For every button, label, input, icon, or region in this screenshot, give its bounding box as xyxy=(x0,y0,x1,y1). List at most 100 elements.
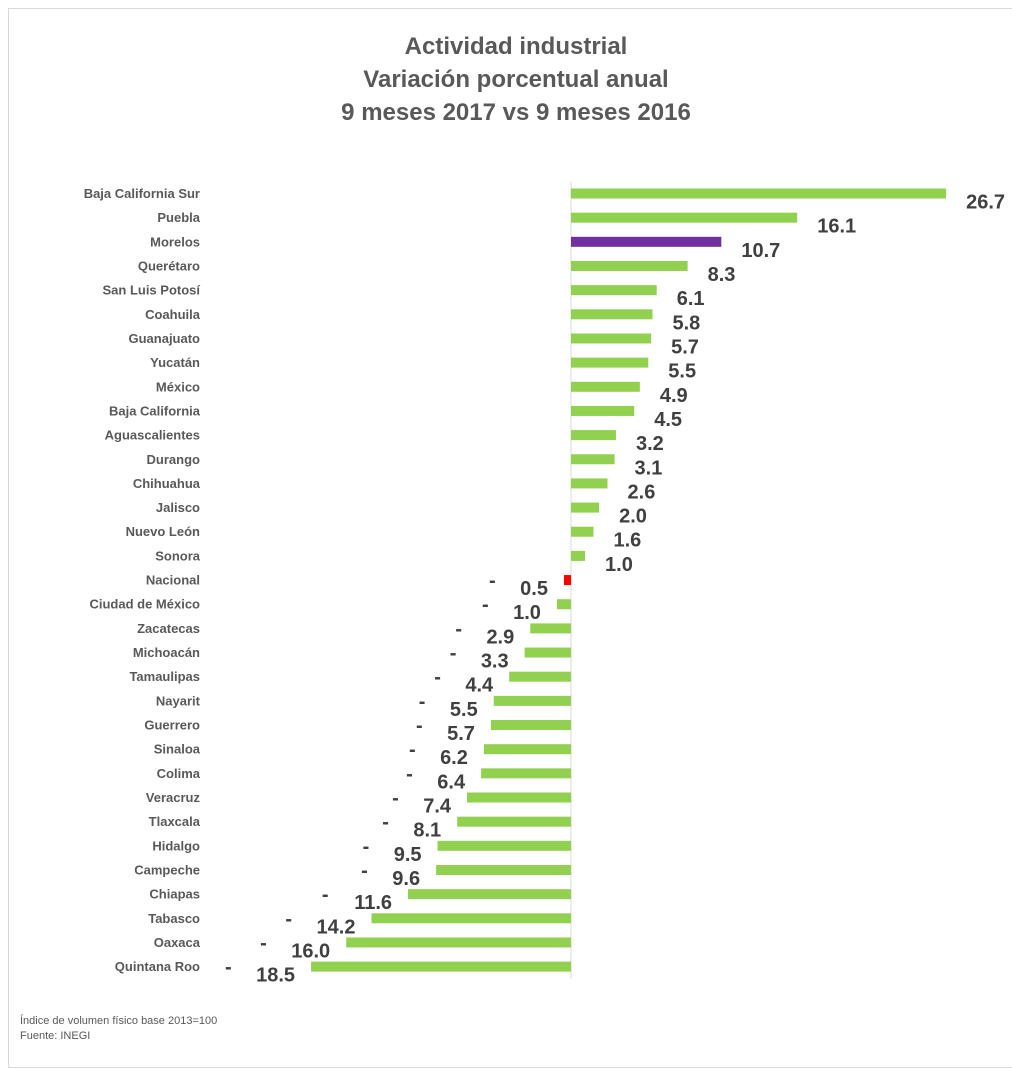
value-label-nayarit: 5.5 xyxy=(450,699,478,721)
bar-nacional xyxy=(563,575,571,586)
bar-coahuila xyxy=(571,309,653,320)
negative-sign-tabasco: - xyxy=(285,908,292,930)
value-label-quintana-roo: 18.5 xyxy=(256,965,295,987)
negative-sign-guerrero: - xyxy=(416,715,423,737)
bar-mexico xyxy=(571,381,640,392)
bar-tamaulipas xyxy=(509,671,571,682)
category-label-ciudad-de-mexico: Ciudad de México xyxy=(89,597,200,612)
negative-sign-tlaxcala: - xyxy=(382,812,389,834)
bar-tabasco xyxy=(371,913,571,924)
negative-sign-quintana-roo: - xyxy=(225,957,232,979)
negative-sign-nacional: - xyxy=(489,570,496,592)
value-label-baja-california-sur: 26.7 xyxy=(966,192,1005,214)
value-label-tabasco: 14.2 xyxy=(317,916,356,938)
negative-sign-veracruz: - xyxy=(392,788,399,810)
value-label-sonora: 1.0 xyxy=(605,554,633,576)
category-label-veracruz: Veracruz xyxy=(146,790,201,805)
bar-colima xyxy=(481,768,571,779)
category-label-campeche: Campeche xyxy=(134,862,200,877)
value-label-nacional: 0.5 xyxy=(520,578,548,600)
bar-nuevo-leon xyxy=(571,526,594,537)
chart-title-line-3: 9 meses 2017 vs 9 meses 2016 xyxy=(341,99,691,126)
bar-yucatan xyxy=(571,357,649,368)
bar-nayarit xyxy=(493,695,571,706)
value-label-baja-california: 4.5 xyxy=(654,409,682,431)
category-label-zacatecas: Zacatecas xyxy=(137,621,200,636)
category-label-chihuahua: Chihuahua xyxy=(133,476,201,491)
category-label-morelos: Morelos xyxy=(150,234,200,249)
bar-oaxaca xyxy=(346,937,571,948)
category-label-colima: Colima xyxy=(157,766,201,781)
footnote-source: Fuente: INEGI xyxy=(20,1030,91,1042)
bar-aguascalientes xyxy=(571,430,616,441)
value-label-jalisco: 2.0 xyxy=(619,506,647,528)
value-label-aguascalientes: 3.2 xyxy=(636,433,664,455)
bar-zacatecas xyxy=(530,623,571,634)
category-label-tlaxcala: Tlaxcala xyxy=(149,814,201,829)
category-label-durango: Durango xyxy=(147,452,201,467)
bar-campeche xyxy=(436,864,571,875)
value-label-sinaloa: 6.2 xyxy=(440,747,468,769)
value-label-coahuila: 5.8 xyxy=(672,312,700,334)
bar-veracruz xyxy=(467,792,571,803)
bar-chart: Baja California Sur 26.7 Puebla 16.1 Morelos… xyxy=(84,181,1005,987)
value-label-queretaro: 8.3 xyxy=(708,264,736,286)
negative-sign-ciudad-de-mexico: - xyxy=(482,594,489,616)
category-label-nayarit: Nayarit xyxy=(156,693,201,708)
category-label-hidalgo: Hidalgo xyxy=(152,838,200,853)
bar-baja-california xyxy=(571,405,635,416)
bar-guerrero xyxy=(490,720,571,731)
value-label-veracruz: 7.4 xyxy=(423,796,452,818)
chart-title-line-1: Actividad industrial xyxy=(404,33,628,60)
bar-jalisco xyxy=(571,502,600,513)
bar-sinaloa xyxy=(483,744,571,755)
value-label-yucatan: 5.5 xyxy=(668,361,696,383)
chart-title: Actividad industrial Variación porcentua… xyxy=(216,30,816,129)
negative-sign-campeche: - xyxy=(361,860,368,882)
value-label-san-luis-potosi: 6.1 xyxy=(677,288,705,310)
bar-chihuahua xyxy=(571,478,608,489)
negative-sign-michoacan: - xyxy=(450,643,457,665)
bar-queretaro xyxy=(571,260,688,271)
negative-sign-tamaulipas: - xyxy=(434,667,441,689)
category-label-yucatan: Yucatán xyxy=(150,355,200,370)
category-label-guerrero: Guerrero xyxy=(144,718,200,733)
category-label-jalisco: Jalisco xyxy=(156,500,200,515)
category-label-sinaloa: Sinaloa xyxy=(154,742,201,757)
value-label-tlaxcala: 8.1 xyxy=(413,820,441,842)
negative-sign-nayarit: - xyxy=(419,691,426,713)
category-label-baja-california: Baja California xyxy=(109,403,201,418)
value-label-durango: 3.1 xyxy=(635,457,663,479)
bar-michoacan xyxy=(524,647,571,658)
category-label-nuevo-leon: Nuevo León xyxy=(126,524,200,539)
category-label-chiapas: Chiapas xyxy=(149,887,200,902)
category-label-guanajuato: Guanajuato xyxy=(128,331,200,346)
category-label-michoacan: Michoacán xyxy=(133,645,200,660)
value-label-nuevo-leon: 1.6 xyxy=(613,530,641,552)
category-label-queretaro: Querétaro xyxy=(138,258,200,273)
bar-tlaxcala xyxy=(457,816,571,827)
footnote-index: Índice de volumen físico base 2013=100 xyxy=(20,1015,218,1027)
category-label-nacional: Nacional xyxy=(146,573,200,588)
category-label-tamaulipas: Tamaulipas xyxy=(129,669,200,684)
category-label-aguascalientes: Aguascalientes xyxy=(105,428,200,443)
category-label-coahuila: Coahuila xyxy=(145,307,201,322)
value-label-campeche: 9.6 xyxy=(392,868,420,890)
category-label-mexico: México xyxy=(156,379,200,394)
bar-baja-california-sur xyxy=(571,188,947,199)
bar-quintana-roo xyxy=(311,961,571,972)
value-label-hidalgo: 9.5 xyxy=(394,844,422,866)
value-label-ciudad-de-mexico: 1.0 xyxy=(513,602,541,624)
value-label-morelos: 10.7 xyxy=(741,240,780,262)
value-label-michoacan: 3.3 xyxy=(481,651,509,673)
value-label-mexico: 4.9 xyxy=(660,385,688,407)
value-label-colima: 6.4 xyxy=(437,771,466,793)
category-label-baja-california-sur: Baja California Sur xyxy=(84,186,200,201)
category-label-san-luis-potosi: San Luis Potosí xyxy=(102,283,200,298)
category-label-puebla: Puebla xyxy=(157,210,200,225)
bar-ciudad-de-mexico xyxy=(556,599,571,610)
chart-title-line-2: Variación porcentual anual xyxy=(363,66,669,93)
negative-sign-zacatecas: - xyxy=(455,618,462,640)
value-label-chiapas: 11.6 xyxy=(354,892,392,914)
value-label-puebla: 16.1 xyxy=(817,216,856,238)
